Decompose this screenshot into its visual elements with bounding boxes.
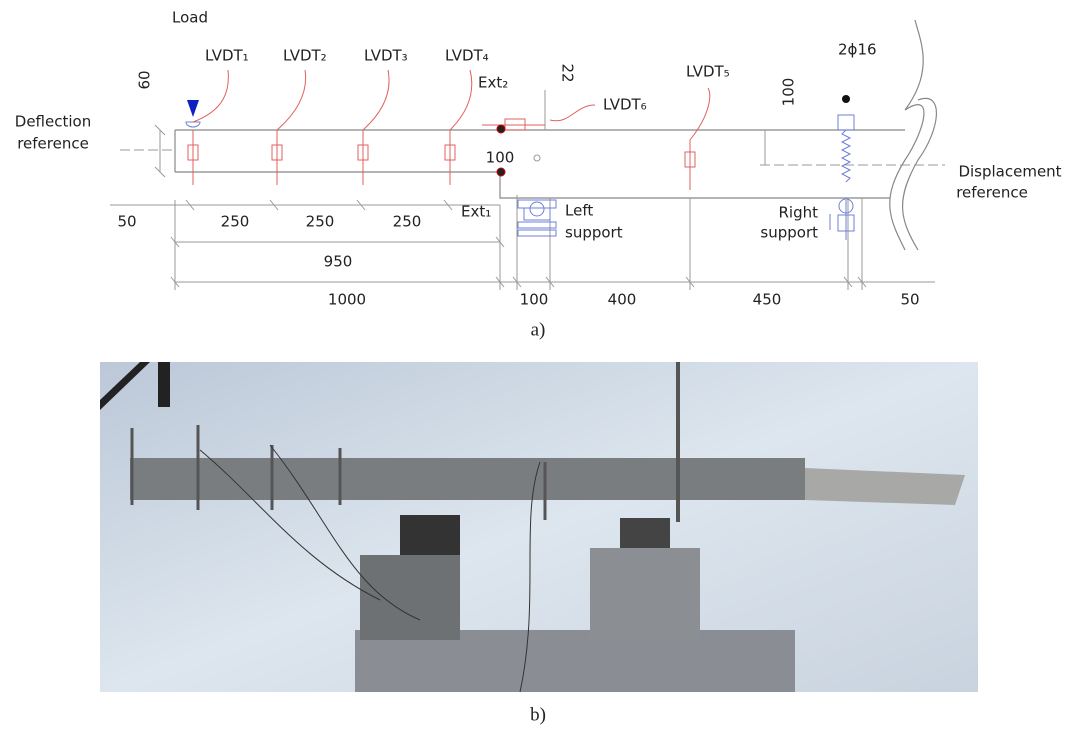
caption: b) (530, 704, 546, 725)
photo (100, 362, 978, 693)
dimension: 100 (486, 149, 515, 167)
left-support-label: Left (565, 202, 593, 220)
sensor-label: LVDT₁ (205, 47, 249, 65)
dimension: 22 (559, 63, 577, 82)
caption: a) (531, 319, 546, 340)
sensor-label: LVDT₄ (445, 47, 489, 65)
deflection-reference: reference (17, 135, 89, 153)
deflection-reference: Deflection (15, 113, 91, 131)
dimension: 1000 (328, 291, 366, 309)
dimension: 100 (780, 78, 798, 107)
sensor-label: LVDT₂ (283, 47, 327, 65)
displacement-reference: Displacement (958, 163, 1061, 181)
dimension: 250 (306, 213, 335, 231)
sensor-label: LVDT₆ (603, 96, 647, 114)
extensometer-label: Ext₂ (478, 74, 508, 92)
dimension: 50 (117, 213, 136, 231)
beam-drawing (110, 19, 945, 290)
displacement-reference: reference (956, 184, 1028, 202)
left-support-label: support (565, 224, 623, 242)
dimension: 450 (753, 291, 782, 309)
dimension: 60 (136, 70, 154, 89)
load-label: Load (172, 9, 208, 27)
extensometer-label: Ext₁ (461, 203, 491, 221)
right-support-label: Right (779, 204, 819, 222)
dimension: 250 (221, 213, 250, 231)
reinforcement-label: 2ϕ16 (838, 41, 877, 59)
dimension: 950 (324, 253, 353, 271)
dimension: 250 (393, 213, 422, 231)
sensor-label: LVDT₃ (364, 47, 408, 65)
dimension: 50 (900, 291, 919, 309)
dimension: 100 (520, 291, 549, 309)
dimension: 400 (608, 291, 637, 309)
right-support-label: support (760, 224, 818, 242)
sensor-label: LVDT₅ (686, 63, 730, 81)
